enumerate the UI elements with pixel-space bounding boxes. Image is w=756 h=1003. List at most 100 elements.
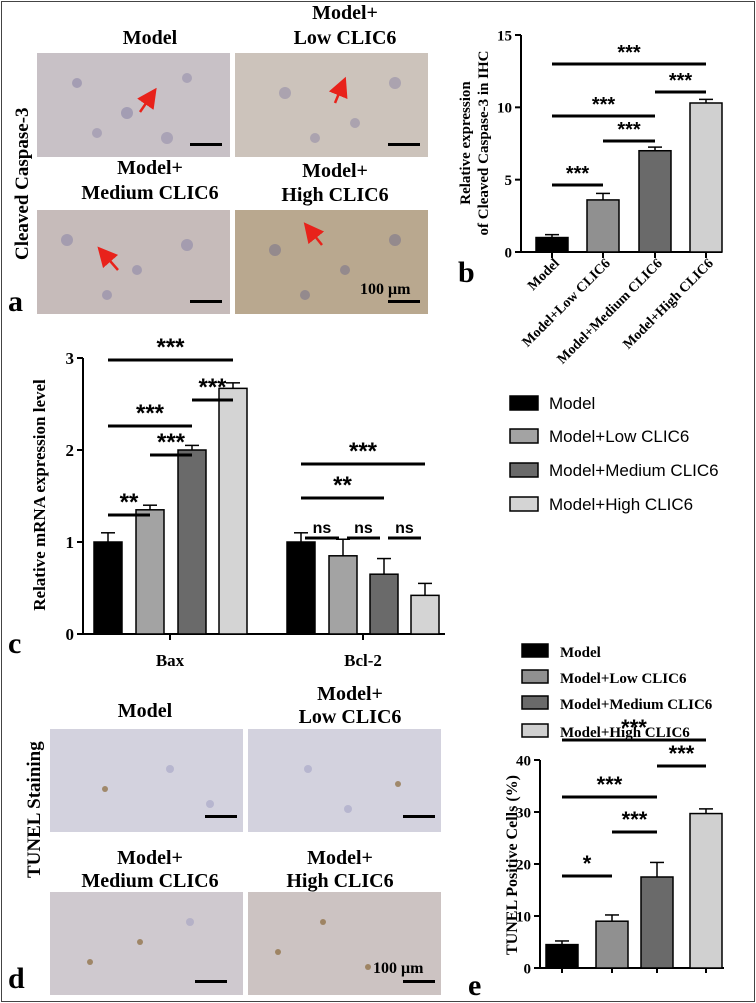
legend-label: Model <box>549 394 595 413</box>
y-tick-label: 2 <box>66 441 75 460</box>
legend-swatch <box>509 428 539 444</box>
tunel-scale-text: 100 μm <box>373 960 424 977</box>
panel-a-title-medium-line2: Medium CLIC6 <box>81 182 219 204</box>
ihc-scale-bar-low <box>388 143 420 146</box>
y-tick-label: 0 <box>66 625 75 644</box>
ihc-image-low <box>235 53 428 157</box>
ihc-image-model <box>37 53 230 157</box>
y-tick-label: 1 <box>66 533 75 552</box>
x-group-label: Bax <box>156 651 185 670</box>
panel-d-title-model: Model <box>117 700 173 722</box>
y-tick-label: 15 <box>497 28 512 44</box>
bar <box>640 876 674 969</box>
panel-a-title-model: Model <box>122 27 178 49</box>
panel-c-letter: c <box>8 627 21 660</box>
y-tick-label: 3 <box>66 349 75 368</box>
significance-label: *** <box>349 438 378 465</box>
tunel-scale-bar-high <box>403 980 435 983</box>
legend-swatch <box>521 695 549 710</box>
y-tick-label: 10 <box>516 909 531 925</box>
legend-swatch <box>509 462 539 478</box>
y-axis-label: Relative mRNA expression level <box>30 379 49 611</box>
panel-d-title-medium-line2: Medium CLIC6 <box>81 870 219 892</box>
y-tick-label: 0 <box>524 961 532 977</box>
bar <box>410 594 440 635</box>
panel-d-title-low-line2: Low CLIC6 <box>298 706 402 728</box>
significance-label: *** <box>156 334 185 361</box>
legend-swatch <box>509 496 539 512</box>
significance-label: *** <box>597 772 623 797</box>
panel-e-letter: e <box>468 969 481 1002</box>
panel-a-title-medium-line1: Model+ <box>117 157 183 179</box>
legend-label: Model+Medium CLIC6 <box>560 697 713 713</box>
legend-label: Model+Medium CLIC6 <box>549 461 719 480</box>
y-axis-label: of Cleaved Caspase-3 in IHC <box>476 50 492 235</box>
significance-label: ** <box>333 472 352 499</box>
y-tick-label: 5 <box>505 173 513 189</box>
significance-label: ns <box>313 520 332 537</box>
significance-label: *** <box>566 163 590 185</box>
tunel-scale-bar-model <box>205 815 237 818</box>
legend-label: Model+Low CLIC6 <box>560 671 687 687</box>
ihc-scale-text: 100 μm <box>360 281 411 298</box>
panel-d-title-high-line1: Model+ <box>307 847 373 869</box>
significance-label: *** <box>622 807 648 832</box>
legend-label: Model+High CLIC6 <box>549 495 693 514</box>
bar <box>586 199 620 253</box>
significance-label: *** <box>592 94 616 116</box>
y-tick-label: 30 <box>516 805 531 821</box>
significance-label: ns <box>354 520 373 537</box>
panel-a-letter: a <box>8 285 23 318</box>
tunel-image-high <box>248 892 441 995</box>
ihc-image-high <box>235 210 428 314</box>
bar <box>595 920 629 969</box>
bar <box>689 102 723 253</box>
bar <box>93 541 123 635</box>
x-group-label: Bcl-2 <box>344 651 382 670</box>
significance-label: ns <box>395 520 414 537</box>
bar <box>545 943 579 969</box>
y-tick-label: 20 <box>516 857 531 873</box>
legend-swatch <box>521 669 549 684</box>
y-tick-label: 40 <box>516 753 531 769</box>
tunel-image-model <box>50 729 243 832</box>
bar <box>218 387 248 635</box>
panel-a-title-high-line1: Model+ <box>302 160 368 182</box>
tunel-image-medium <box>50 892 243 995</box>
significance-label: *** <box>617 119 641 141</box>
significance-label: *** <box>617 42 641 64</box>
significance-label: *** <box>136 400 165 427</box>
panel-a-title-low-line1: Model+ <box>312 2 378 24</box>
bar <box>689 812 723 969</box>
tunel-scale-bar-low <box>403 815 435 818</box>
panel-b-letter: b <box>458 256 475 289</box>
panel-d-letter: d <box>8 962 25 995</box>
panel-d-title-medium-line1: Model+ <box>117 847 183 869</box>
bar <box>328 555 358 635</box>
significance-label: *** <box>157 429 186 456</box>
legend-swatch <box>521 643 549 658</box>
significance-label: ** <box>120 489 139 516</box>
panel-a-title-high-line2: High CLIC6 <box>281 184 389 206</box>
ihc-image-medium <box>37 210 230 314</box>
legend-swatch <box>509 395 539 411</box>
bar <box>369 573 399 635</box>
y-tick-label: 10 <box>497 101 512 117</box>
tunel-scale-bar-medium <box>195 980 227 983</box>
ihc-scale-bar-medium <box>190 300 222 303</box>
y-axis-label: Relative expression <box>458 81 474 205</box>
significance-label: *** <box>669 70 693 92</box>
ihc-scale-bar-high <box>388 300 420 303</box>
significance-label: *** <box>621 715 647 740</box>
panel-d-title-low-line1: Model+ <box>317 683 383 705</box>
tunel-image-low <box>248 729 441 832</box>
panel-d-title-high-line2: High CLIC6 <box>286 870 394 892</box>
significance-label: *** <box>198 374 227 401</box>
legend-label: Model+High CLIC6 <box>560 725 690 741</box>
panel-a-title-low-line2: Low CLIC6 <box>293 27 397 49</box>
significance-label: *** <box>669 741 695 766</box>
